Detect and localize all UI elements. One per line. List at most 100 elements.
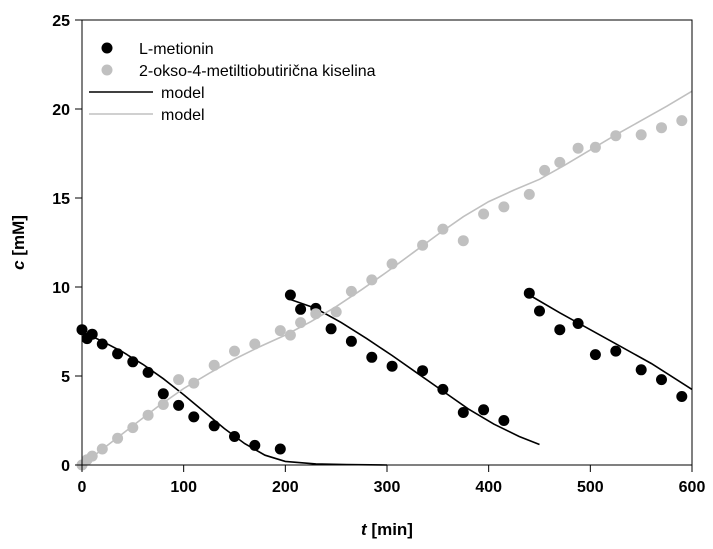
x-tick-label: 300 <box>374 479 401 496</box>
l-metionin-point <box>498 415 510 426</box>
l-metionin-point <box>534 305 545 317</box>
l-metionin-point <box>127 356 139 368</box>
y-tick-label: 20 <box>52 102 70 119</box>
l-metionin-point <box>157 388 169 400</box>
axes: 0 100 200 300 400 500 600 0 5 10 15 20 25 t [min] c [m… <box>9 13 705 539</box>
l-metionin-point <box>437 383 449 395</box>
l-metionin-point <box>656 374 667 386</box>
l-metionin-point <box>572 318 584 329</box>
model-line-black-segment-0 <box>81 330 388 466</box>
l-metionin-point <box>610 345 622 357</box>
legend-marker <box>101 64 113 76</box>
okso-kiselina-point <box>229 345 240 357</box>
x-tick-label: 0 <box>78 479 87 496</box>
l-metionin-point <box>325 323 337 335</box>
x-tick-label: 500 <box>577 479 604 496</box>
y-tick-label: 15 <box>52 191 70 208</box>
okso-kiselina-point <box>310 308 322 320</box>
okso-kiselina-point <box>386 258 398 270</box>
okso-kiselina-point <box>345 285 357 297</box>
legend-label: 2-okso-4-metiltiobutirična kiselina <box>139 63 376 80</box>
l-metionin-point <box>96 338 108 350</box>
x-tick-label: 400 <box>475 479 502 496</box>
y-tick-label: 25 <box>52 13 70 30</box>
y-tick-label: 0 <box>61 458 70 475</box>
x-tick-label: 200 <box>272 479 299 496</box>
y-tick-label: 5 <box>61 369 70 386</box>
l-metionin-point <box>457 407 469 418</box>
okso-kiselina-point <box>676 115 688 127</box>
l-metionin-point <box>676 391 688 402</box>
l-metionin-point <box>112 348 124 360</box>
okso-kiselina-point <box>274 325 286 337</box>
x-axis-title: t [min] <box>361 520 413 539</box>
x-tick-label: 600 <box>679 479 706 496</box>
okso-kiselina-point <box>127 422 139 434</box>
legend: L-metionin 2-okso-4-metiltiobutirična kis… <box>89 41 376 124</box>
okso-kiselina-point <box>437 223 449 235</box>
x-axis-var: t <box>361 520 368 539</box>
okso-kiselina-point <box>86 450 98 462</box>
x-tick-label: 100 <box>170 479 197 496</box>
l-metionin-point <box>249 439 261 451</box>
legend-label: model <box>161 107 205 124</box>
model-line-black-segment-2 <box>528 294 693 391</box>
legend-marker <box>101 42 113 54</box>
okso-kiselina-point <box>330 306 342 318</box>
l-metionin-point <box>523 287 535 299</box>
l-metionin-point <box>478 404 490 416</box>
okso-kiselina-point <box>457 235 469 247</box>
l-metionin-point <box>295 303 307 315</box>
data-layer <box>76 90 693 471</box>
y-axis-var: c <box>9 260 28 270</box>
legend-label: L-metionin <box>139 41 214 58</box>
l-metionin-point <box>386 360 398 372</box>
okso-kiselina-point <box>112 432 124 444</box>
okso-kiselina-point <box>142 409 154 421</box>
okso-kiselina-point <box>656 122 667 134</box>
okso-kiselina-point <box>366 274 378 286</box>
l-metionin-point <box>554 324 566 336</box>
okso-kiselina-point <box>478 208 490 220</box>
okso-kiselina-point <box>498 201 510 213</box>
okso-kiselina-point <box>173 374 185 386</box>
l-metionin-point <box>173 399 185 411</box>
okso-kiselina-point <box>589 141 601 153</box>
okso-kiselina-point <box>610 130 622 142</box>
okso-kiselina-point <box>572 142 584 154</box>
plot-area <box>76 90 693 471</box>
y-tick-label: 10 <box>52 280 70 297</box>
l-metionin-point <box>188 411 200 423</box>
okso-kiselina-point <box>417 239 429 251</box>
okso-kiselina-point <box>188 377 200 389</box>
l-metionin-point <box>635 364 647 376</box>
okso-kiselina-point <box>157 399 169 410</box>
okso-kiselina-point <box>249 338 261 350</box>
l-metionin-point <box>366 351 378 363</box>
okso-kiselina-point <box>635 129 647 141</box>
model-line-black-segment-1 <box>290 298 540 446</box>
legend-label: model <box>161 85 205 102</box>
okso-kiselina-point <box>554 156 566 168</box>
okso-kiselina-point <box>539 164 551 176</box>
okso-kiselina-point <box>208 359 220 371</box>
y-axis-title: c [mM] <box>9 215 28 270</box>
okso-kiselina-point <box>284 329 296 341</box>
okso-kiselina-point <box>295 317 307 329</box>
l-metionin-point <box>345 335 357 347</box>
l-metionin-point <box>284 289 296 301</box>
x-axis-unit: [min] <box>371 520 413 539</box>
l-metionin-point <box>208 420 220 432</box>
okso-kiselina-point <box>96 443 108 455</box>
l-metionin-point <box>142 366 154 378</box>
l-metionin-point <box>229 431 240 442</box>
model-line-gray-segment-0 <box>81 90 693 466</box>
okso-kiselina-point <box>523 188 535 200</box>
l-metionin-point <box>86 328 98 340</box>
l-metionin-point <box>589 349 601 361</box>
y-axis-unit: [mM] <box>9 215 28 256</box>
l-metionin-point <box>274 443 286 455</box>
l-metionin-point <box>417 365 429 377</box>
